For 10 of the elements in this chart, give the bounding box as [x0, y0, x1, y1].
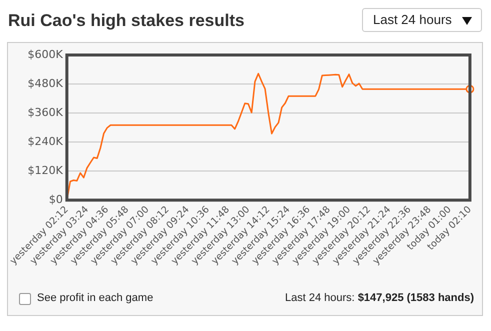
text: Last 24 hours: $147,925 (1583 hands)	[285, 292, 474, 304]
y-tick-label: $240K	[28, 134, 64, 148]
chart-title: Rui Cao's high stakes results	[8, 11, 244, 31]
text: See profit in each game	[37, 292, 154, 304]
y-tick-label: $600K	[28, 48, 64, 61]
y-tick-label: $480K	[28, 76, 64, 90]
y-tick-label: $120K	[28, 164, 64, 177]
y-tick-label: $0	[48, 192, 63, 206]
dropdown: Last 24 hours	[362, 8, 482, 32]
y-tick-label: $360K	[28, 106, 64, 119]
